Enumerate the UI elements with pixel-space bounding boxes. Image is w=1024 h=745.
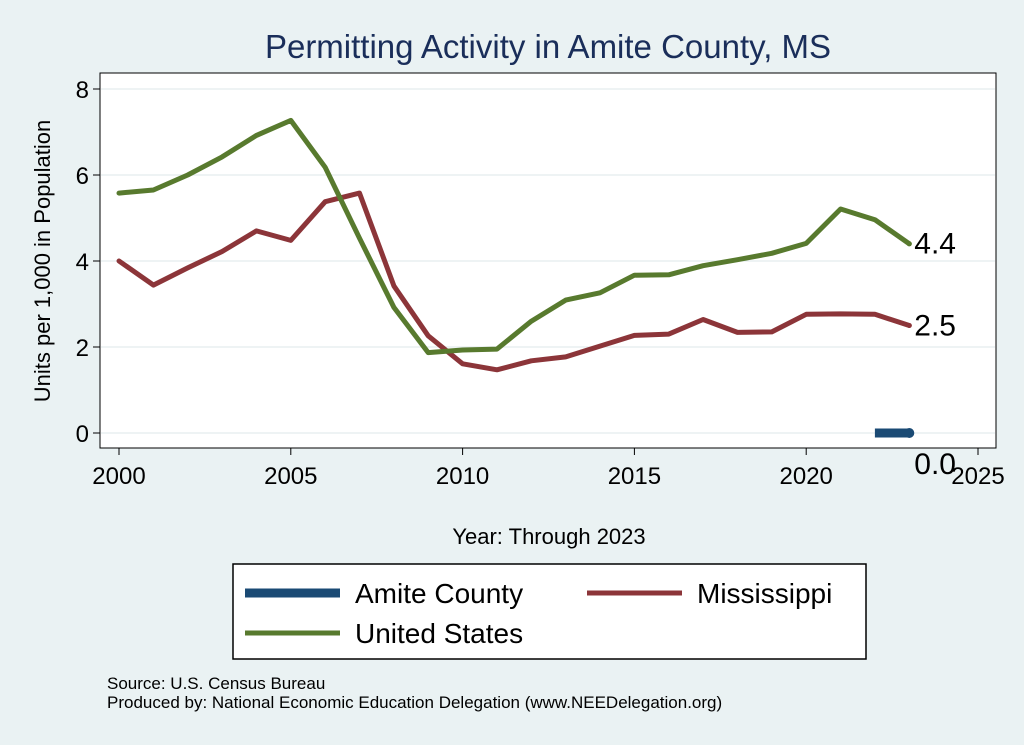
end-label-amite-county: 0.0 <box>914 448 956 481</box>
produced-by-note: Produced by: National Economic Education… <box>107 693 723 712</box>
series-end-point-amite-county <box>904 428 915 438</box>
legend-label-united-states: United States <box>355 618 523 649</box>
y-axis-label: Units per 1,000 in Population <box>30 120 55 403</box>
series-end-point-united-states <box>906 241 912 247</box>
end-labels: 0.0 2.5 4.4 <box>914 228 956 481</box>
y-tick-label-6: 6 <box>76 163 89 190</box>
end-label-mississippi: 2.5 <box>914 309 956 342</box>
series-group <box>116 117 915 438</box>
x-tick-label-2020: 2020 <box>780 463 833 490</box>
source-note: Source: U.S. Census Bureau <box>107 674 326 693</box>
end-label-united-states: 4.4 <box>914 228 956 261</box>
y-tick-label-0: 0 <box>76 421 89 448</box>
legend-label-mississippi: Mississippi <box>697 578 832 609</box>
series-end-point-mississippi <box>906 323 912 328</box>
x-tick-label-2025: 2025 <box>951 463 1004 490</box>
legend: Amite County Mississippi United States <box>245 578 832 649</box>
chart-title: Permitting Activity in Amite County, MS <box>265 28 831 65</box>
legend-box <box>232 563 867 660</box>
axes: 0 2 4 6 8 2000 2005 2010 2015 2020 2025 <box>76 77 1005 490</box>
grid <box>101 88 995 434</box>
legend-label-amite-county: Amite County <box>355 578 523 609</box>
x-axis-label: Year: Through 2023 <box>452 524 645 549</box>
y-tick-label-8: 8 <box>76 77 89 104</box>
y-tick-label-4: 4 <box>76 249 89 276</box>
y-tick-label-2: 2 <box>76 335 89 362</box>
x-tick-label-2005: 2005 <box>264 463 317 490</box>
series-line-mississippi <box>116 190 912 373</box>
x-tick-label-2015: 2015 <box>608 463 661 490</box>
series-line-united-states <box>116 117 912 356</box>
x-tick-label-2010: 2010 <box>436 463 489 490</box>
x-tick-label-2000: 2000 <box>92 463 145 490</box>
